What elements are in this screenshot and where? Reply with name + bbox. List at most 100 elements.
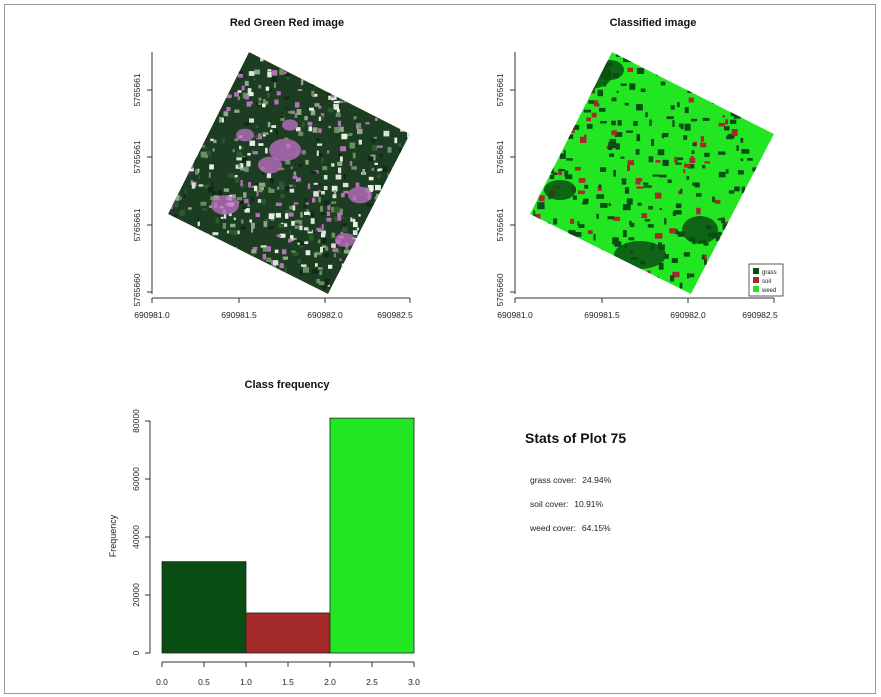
- rgb-panel-title: Red Green Red image: [230, 17, 344, 29]
- rgb-pixel: [340, 231, 343, 235]
- rgb-pixel: [328, 264, 333, 269]
- rgb-pixel: [333, 206, 340, 213]
- legend-swatch-grass: [753, 268, 759, 274]
- rgb-pixel: [270, 54, 273, 58]
- classified-pixel: [740, 92, 748, 98]
- rgb-pixel: [192, 253, 197, 257]
- rgb-map-panel: 690981.0 690981.5 690982.0 690982.5 5765…: [132, 52, 420, 320]
- classified-pixel: [768, 92, 772, 97]
- classified-pixel: [655, 276, 660, 284]
- rgb-pixel: [293, 171, 297, 176]
- rgb-pixel: [343, 190, 349, 194]
- classified-pixel: [568, 134, 574, 139]
- stat-row-grass: grass cover: 24.94%: [530, 475, 611, 485]
- rgb-pixel: [360, 52, 363, 59]
- classified-pixel: [674, 210, 682, 215]
- rgb-pixel: [168, 200, 171, 206]
- rgb-pixel: [388, 242, 393, 246]
- classified-pixel: [664, 254, 669, 259]
- rgb-pixel: [398, 216, 404, 222]
- rgb-pixel: [392, 113, 396, 119]
- classified-pixel: [560, 66, 565, 70]
- rgb-pixel: [383, 243, 388, 249]
- rgb-pixel: [389, 113, 395, 117]
- rgb-pixel: [344, 97, 350, 103]
- rgb-pixel: [371, 54, 376, 59]
- rgb-pixel: [340, 93, 345, 96]
- rgb-pixel: [233, 217, 236, 221]
- rgb-pixel: [349, 161, 353, 166]
- rgb-pixel: [190, 180, 194, 185]
- classified-pixel: [769, 251, 774, 258]
- classified-pixel: [600, 203, 608, 208]
- rgb-y-tick-label: 5765661: [132, 208, 142, 241]
- rgb-pixel: [379, 259, 383, 263]
- rgb-pixel: [353, 76, 357, 83]
- rgb-pixel: [386, 98, 390, 101]
- rgb-pixel: [262, 199, 266, 205]
- classified-pixel: [700, 136, 704, 142]
- classified-pixel: [744, 284, 749, 287]
- rgb-pixel: [359, 56, 364, 62]
- classified-pixel: [679, 282, 683, 289]
- classified-pixel: [584, 184, 589, 189]
- classified-grass-patch: [596, 60, 624, 80]
- rgb-pixel: [349, 142, 356, 149]
- rgb-pixel: [204, 233, 209, 238]
- rgb-pixel: [168, 248, 172, 254]
- rgb-pixel: [404, 258, 410, 264]
- classified-pixel: [674, 229, 678, 235]
- rgb-pixel: [321, 157, 324, 164]
- rgb-pixel: [280, 185, 286, 190]
- rgb-pixel: [294, 102, 300, 108]
- rgb-pixel: [279, 263, 284, 266]
- classified-pixel: [725, 260, 731, 268]
- rgb-pixel: [414, 220, 420, 223]
- rgb-pixel: [358, 139, 362, 145]
- rgb-pixel: [278, 223, 285, 228]
- rgb-pixel: [414, 105, 419, 110]
- rgb-pixel: [312, 93, 318, 97]
- rgb-pixel: [175, 265, 182, 271]
- classified-pixel: [626, 130, 633, 133]
- classified-pixel: [759, 217, 766, 223]
- classified-pixel: [689, 157, 696, 163]
- rgb-pixel: [315, 263, 318, 267]
- classified-pixel: [683, 252, 690, 257]
- classified-pixel: [530, 55, 538, 59]
- classified-pixel: [760, 208, 767, 214]
- rgb-pixel: [226, 275, 229, 279]
- rgb-pixel: [178, 81, 183, 87]
- rgb-pixel: [311, 171, 317, 174]
- classified-pixel: [637, 202, 642, 206]
- classified-pixel: [558, 126, 565, 130]
- classified-pixel: [623, 57, 631, 63]
- rgb-pixel: [385, 278, 389, 283]
- rgb-pixel: [327, 107, 334, 113]
- rgb-pixel: [310, 109, 316, 116]
- rgb-pixel: [352, 218, 356, 222]
- rgb-pixel: [275, 202, 282, 206]
- classified-pixel: [711, 273, 718, 280]
- histogram-axes: 0 20000 40000 60000 80000 0.0 0.5 1.0 1.5 2.0 2.5 3…: [131, 409, 420, 687]
- rgb-pixel: [186, 61, 189, 66]
- classified-pixel: [693, 291, 698, 294]
- rgb-soil-patch: [236, 128, 254, 142]
- rgb-pixel: [323, 175, 328, 180]
- rgb-pixel: [168, 65, 174, 69]
- rgb-pixel: [218, 68, 221, 73]
- classified-pixel: [704, 161, 711, 164]
- classified-pixel: [731, 224, 739, 227]
- rgb-pixel: [362, 169, 365, 175]
- rgb-pixel: [322, 245, 327, 248]
- rgb-pixel: [305, 159, 309, 165]
- rgb-pixel: [273, 260, 279, 266]
- classified-pixel: [659, 285, 663, 289]
- rgb-pixel: [169, 188, 173, 192]
- classified-pixel: [547, 97, 552, 100]
- rgb-pixel: [234, 92, 239, 97]
- rgb-pixel: [376, 271, 380, 275]
- rgb-pixel: [179, 209, 185, 216]
- rgb-pixel: [192, 229, 197, 234]
